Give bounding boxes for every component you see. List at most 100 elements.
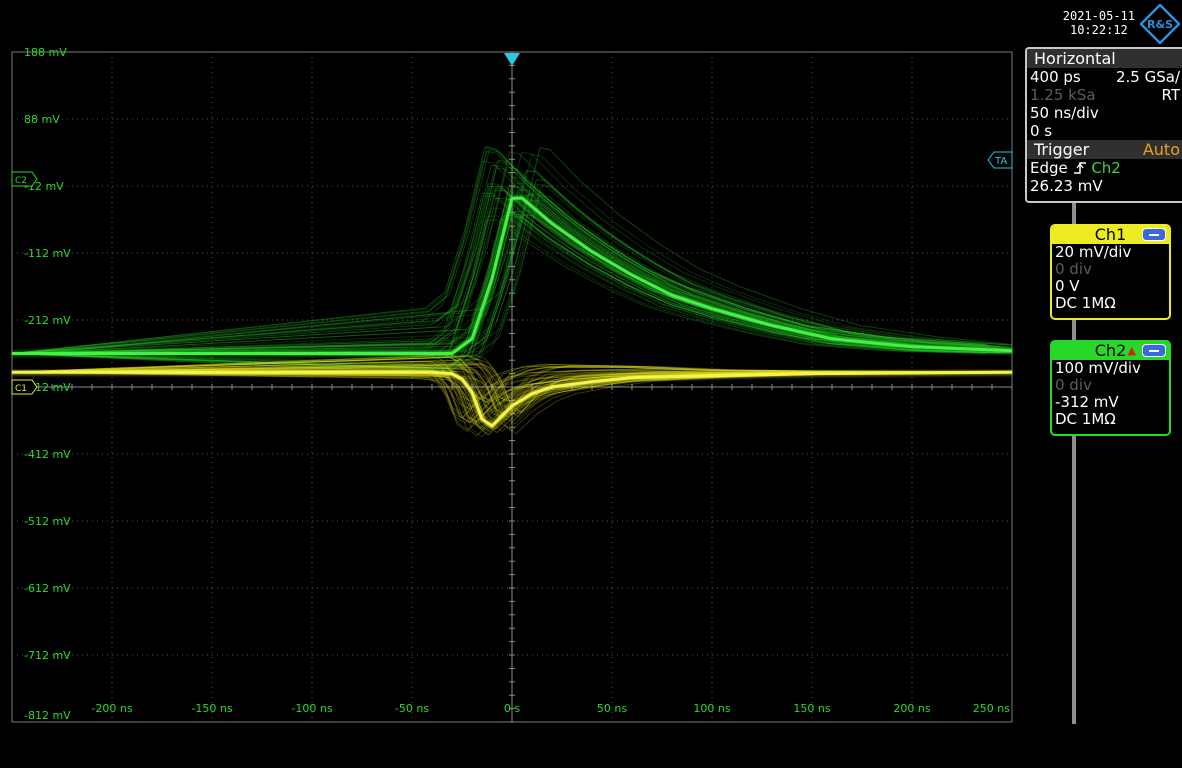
ch1-persistence-trace <box>11 366 984 418</box>
ch2-title-bar[interactable]: Ch2 ▲ <box>1052 342 1169 360</box>
ch1-persistence-trace <box>11 354 1010 401</box>
horizontal-trigger-panel[interactable]: Horizontal 400 ps 2.5 GSa/ 1.25 kSa RT 5… <box>1025 47 1182 203</box>
ch2-panel[interactable]: Ch2 ▲ 100 mV/div 0 div -312 mV DC 1MΩ <box>1050 340 1171 436</box>
ch2-minimize-button[interactable] <box>1142 344 1166 357</box>
trigger-title: Trigger <box>1034 140 1090 159</box>
y-tick-label: -112 mV <box>24 247 71 260</box>
ch2-offset-marker[interactable]: C2 <box>11 171 38 187</box>
ch1-panel[interactable]: Ch1 20 mV/div 0 div 0 V DC 1MΩ <box>1050 224 1171 320</box>
y-tick-label: -512 mV <box>24 515 71 528</box>
ch2-persistence-trace <box>11 210 1011 367</box>
trigger-title-bar[interactable]: Trigger Auto <box>1027 140 1182 159</box>
x-tick-label: 150 ns <box>793 702 830 715</box>
ch2-position[interactable]: 0 div <box>1055 376 1092 394</box>
ch2-persistence-trace <box>11 218 1001 374</box>
ch2-persistence-trace <box>11 215 1012 371</box>
logo-text: R&S <box>1147 18 1173 31</box>
ch2-persistence-trace <box>34 183 1013 354</box>
ch2-persistence-trace <box>21 214 1013 370</box>
ch2-title: Ch2 <box>1094 341 1127 360</box>
ch1-persistence-trace <box>11 360 996 410</box>
ch2-persistence-trace <box>11 215 988 371</box>
ch1-offset[interactable]: 0 V <box>1055 277 1080 295</box>
ch1-trace <box>12 370 1013 428</box>
ch1-offset-marker[interactable]: C1 <box>11 379 38 395</box>
trigger-type-row[interactable]: Edge Ch2 <box>1027 159 1182 177</box>
ch1-persistence-trace <box>11 355 1012 403</box>
ch2-persistence-trace <box>36 179 1013 354</box>
ch2-trace <box>12 196 1013 355</box>
time-text: 10:22:12 <box>1069 23 1128 37</box>
ch1-scale[interactable]: 20 mV/div <box>1055 243 1132 261</box>
ch1-persistence-trace <box>29 355 1013 403</box>
ch1-persistence-trace <box>11 363 983 414</box>
ch2-marker-label: C2 <box>15 176 27 186</box>
ch2-persistence-trace <box>11 219 987 374</box>
trigger-type-value: Edge <box>1030 159 1068 177</box>
ch2-persistence-trace <box>11 150 987 354</box>
horizontal-title: Horizontal <box>1027 49 1182 68</box>
resolution-value: 400 ps <box>1030 68 1081 86</box>
graticule-grid <box>11 51 1013 723</box>
ch2-persistence-trace <box>11 214 1004 370</box>
horizontal-row-1[interactable]: 400 ps 2.5 GSa/ <box>1027 68 1182 86</box>
ch2-persistence-trace <box>28 193 1013 354</box>
date-text: 2021-05-11 <box>1062 9 1135 23</box>
ch1-persistence-trace <box>41 363 1013 414</box>
ch2-offset[interactable]: -312 mV <box>1055 393 1119 411</box>
ch1-persistence-trace <box>15 363 1013 413</box>
ch2-persistence-trace <box>15 182 1013 354</box>
ch1-persistence-trace <box>29 361 1012 411</box>
ch2-persistence-trace <box>11 197 996 355</box>
horizontal-position-value[interactable]: 0 s <box>1030 122 1053 140</box>
y-tick-label: -312 mV <box>24 381 71 394</box>
ch1-persistence-trace <box>11 355 992 402</box>
ch2-persistence-trace <box>11 160 983 354</box>
ch2-persistence-trace <box>11 213 1010 369</box>
y-tick-label: 188 mV <box>24 46 67 59</box>
ch2-persistence-trace <box>11 176 1012 354</box>
ch1-position[interactable]: 0 div <box>1055 260 1092 278</box>
ch2-persistence-trace <box>11 167 997 354</box>
rising-edge-icon <box>1073 161 1087 175</box>
x-tick-label: -200 ns <box>91 702 132 715</box>
ch2-persistence-trace <box>19 213 1013 370</box>
ch1-persistence-trace <box>26 359 1013 408</box>
trigger-level-value[interactable]: 26.23 mV <box>1030 177 1103 195</box>
ch2-persistence-trace <box>26 194 1013 354</box>
ch2-persistence-trace <box>11 195 984 354</box>
ch1-title-bar[interactable]: Ch1 <box>1052 226 1169 244</box>
trigger-level-label: TA <box>994 156 1007 167</box>
ch2-persistence-trace <box>11 186 1012 354</box>
trigger-level-marker[interactable]: TA <box>987 151 1013 169</box>
time-scale-value[interactable]: 50 ns/div <box>1030 104 1099 122</box>
ch2-scale[interactable]: 100 mV/div <box>1055 359 1141 377</box>
trigger-source-indicator-icon: ▲ <box>1127 344 1136 357</box>
trigger-position-marker[interactable] <box>504 53 520 66</box>
x-tick-label: -150 ns <box>191 702 232 715</box>
ch1-persistence-trace <box>11 356 1009 404</box>
trigger-source-value: Ch2 <box>1091 159 1121 177</box>
ch2-persistence-trace <box>35 200 1013 357</box>
x-tick-label: -50 ns <box>395 702 429 715</box>
x-tick-label: 0 s <box>504 702 520 715</box>
x-tick-label: 200 ns <box>893 702 930 715</box>
ch2-persistence-trace <box>11 161 997 354</box>
ch2-persistence-trace <box>11 213 1009 369</box>
ch2-persistence-trace <box>21 151 1013 354</box>
ch2-persistence-trace <box>11 147 987 354</box>
ch1-minimize-button[interactable] <box>1142 228 1166 241</box>
ch2-coupling[interactable]: DC 1MΩ <box>1055 410 1116 428</box>
x-tick-label: 250 ns <box>973 702 1010 715</box>
horizontal-row-2[interactable]: 1.25 kSa RT <box>1027 86 1182 104</box>
ch2-persistence-trace <box>11 192 983 354</box>
record-length-value: 1.25 kSa <box>1030 86 1096 104</box>
ch1-coupling[interactable]: DC 1MΩ <box>1055 294 1116 312</box>
ch1-persistence-trace <box>11 356 1008 403</box>
ch2-persistence-trace <box>11 151 1010 354</box>
clock-display: 2021-05-11 10:22:12 <box>1063 9 1135 37</box>
ch1-persistence-trace <box>27 355 1013 402</box>
